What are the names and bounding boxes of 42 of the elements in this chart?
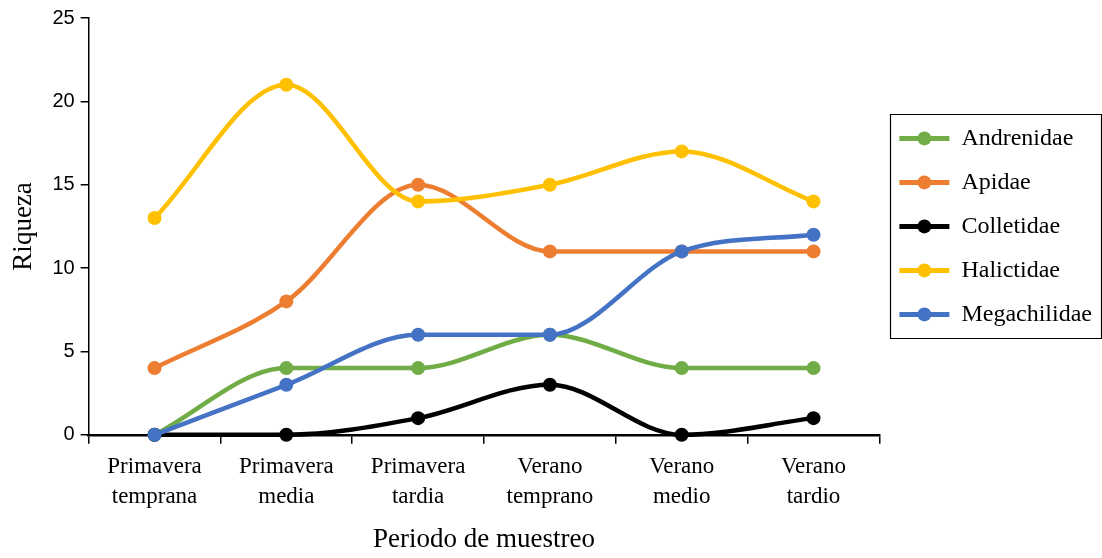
point [147,361,162,376]
point [542,377,557,392]
point [411,327,426,342]
y-tick-label: 15 [52,172,75,195]
point [411,177,426,192]
point [806,244,821,259]
point [806,361,821,376]
x-tick-label: Verano medio [649,452,715,508]
point [279,77,294,92]
x-tick-label: Verano temprano [506,452,594,508]
y-tick-label: 0 [63,422,75,445]
point [806,194,821,209]
legend-label: Colletidae [961,211,1061,238]
x-tick-label: Primavera temprana [107,452,202,508]
point [411,194,426,209]
point [279,294,294,309]
point [279,377,294,392]
x-tick-label: Primavera tardia [370,452,466,508]
point [147,211,162,226]
point [806,411,821,426]
point [674,361,689,376]
x-tick-label: Verano tardio [780,452,847,508]
x-tick-label: Primavera media [239,452,334,508]
y-tick-label: 25 [52,5,75,28]
point [411,411,426,426]
point [542,177,557,192]
y-tick-label: 10 [52,255,75,278]
y-axis-title: Riqueza [7,182,38,271]
legend-label: Andrenidae [961,123,1074,150]
point [279,361,294,376]
y-tick-label: 20 [52,88,75,111]
x-axis-title: Periodo de muestreo [373,522,595,553]
point [674,427,689,442]
point [542,244,557,259]
legend-label: Megachilidae [961,299,1092,326]
point [279,427,294,442]
point [674,144,689,159]
y-tick-label: 5 [63,338,75,361]
point [411,361,426,376]
legend-label: Halictidae [961,255,1061,282]
point [806,227,821,242]
legend-label: Apidae [961,167,1031,194]
